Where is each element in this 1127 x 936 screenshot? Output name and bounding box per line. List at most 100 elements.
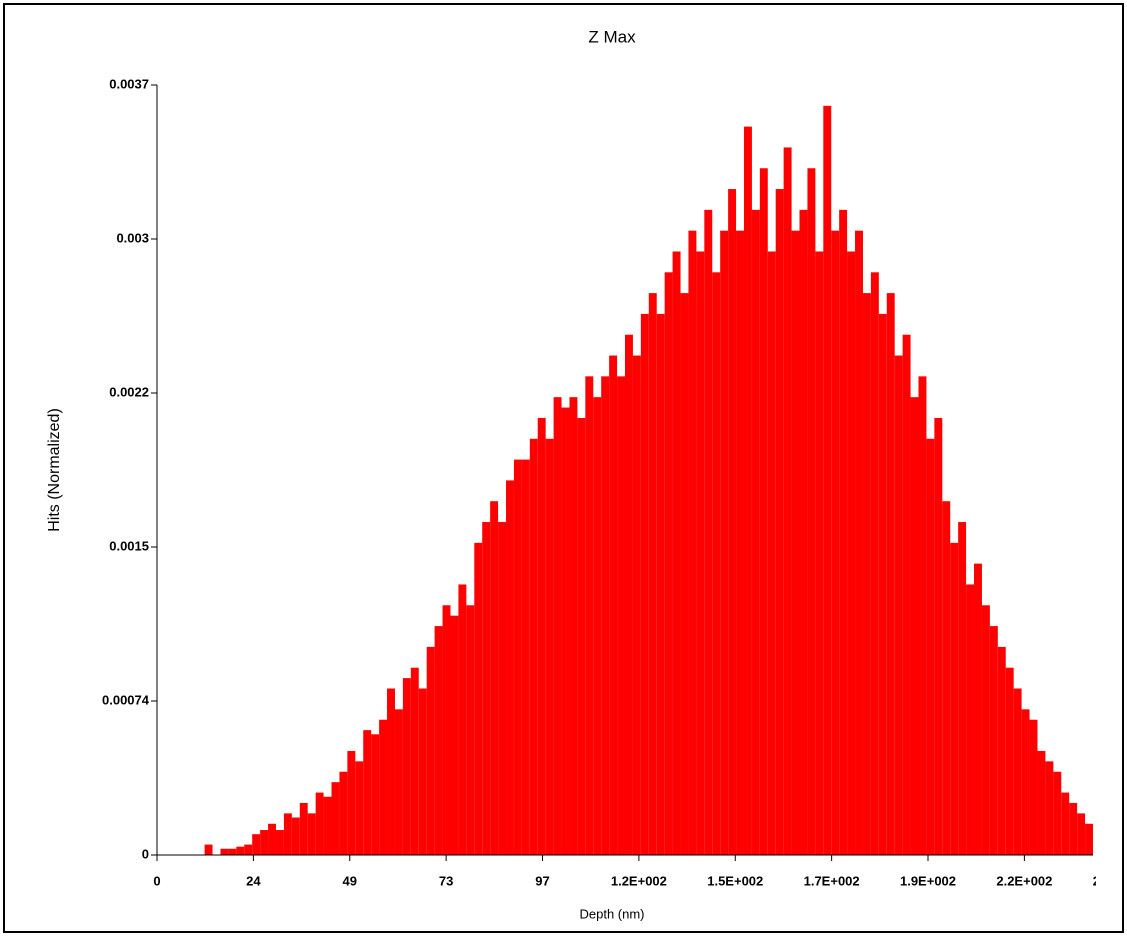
bar xyxy=(736,230,744,856)
bar xyxy=(966,584,975,855)
bar xyxy=(688,230,697,856)
y-tick-label: 0.0022 xyxy=(109,384,149,399)
bar xyxy=(601,376,610,855)
bar xyxy=(902,334,911,855)
bar xyxy=(1077,813,1086,855)
bar xyxy=(482,522,491,855)
bar xyxy=(855,230,863,856)
bar xyxy=(870,272,879,855)
x-tick-label: 73 xyxy=(439,873,453,888)
bar xyxy=(498,522,507,855)
x-tick-label: 24 xyxy=(246,873,261,888)
bar xyxy=(609,355,618,855)
bar xyxy=(831,230,840,856)
bar xyxy=(751,209,760,855)
bar xyxy=(513,459,522,855)
bar xyxy=(878,313,887,855)
x-tick-label: 1.5E+002 xyxy=(707,873,763,888)
bar xyxy=(426,646,435,855)
y-axis-label: Hits (Normalized) xyxy=(46,408,63,532)
bar xyxy=(934,417,943,855)
bar xyxy=(387,688,395,855)
bars xyxy=(204,105,1093,856)
x-tick-label: 97 xyxy=(535,873,549,888)
bar xyxy=(529,438,538,855)
bar xyxy=(712,272,721,855)
x-tick-label: 1.9E+002 xyxy=(900,873,956,888)
bar xyxy=(625,334,633,855)
bar xyxy=(347,750,356,855)
bar xyxy=(775,189,784,855)
bar xyxy=(1005,667,1014,855)
bar xyxy=(632,355,641,855)
bar xyxy=(1037,750,1046,855)
bar xyxy=(950,542,959,855)
bar xyxy=(783,147,792,855)
bar xyxy=(410,667,419,855)
y-tick-label: 0 xyxy=(142,846,149,861)
bar xyxy=(664,272,673,855)
bar xyxy=(648,293,657,855)
y-tick-label: 0.0015 xyxy=(109,538,149,553)
bar xyxy=(974,563,982,855)
x-tick-label: 1.2E+002 xyxy=(611,873,667,888)
bar xyxy=(474,542,483,855)
bar xyxy=(640,313,649,855)
bar xyxy=(989,626,998,855)
bar xyxy=(339,771,348,855)
bar xyxy=(291,817,300,855)
bar xyxy=(490,501,499,855)
bar xyxy=(926,438,935,855)
x-tick-label: 0 xyxy=(153,873,160,888)
y-tick-label: 0.0037 xyxy=(109,76,149,91)
bar xyxy=(807,168,816,856)
bar xyxy=(791,230,800,856)
bar xyxy=(323,796,332,855)
bar xyxy=(981,605,990,855)
bar xyxy=(1069,802,1078,855)
bar xyxy=(228,848,237,855)
bar xyxy=(743,126,752,855)
bar xyxy=(728,189,737,855)
bar xyxy=(275,830,284,855)
bar xyxy=(283,813,292,855)
bar xyxy=(379,719,388,855)
x-tick-label: 49 xyxy=(343,873,357,888)
bar xyxy=(680,293,689,855)
bar xyxy=(466,605,475,855)
x-ticks: 0 24 49 73 97 1.2E+002 1.5E+002 1.7E+002 1.9E+00… xyxy=(153,855,1096,888)
bar xyxy=(1029,719,1038,855)
bar xyxy=(720,230,729,856)
bar xyxy=(553,397,562,855)
bar xyxy=(1085,823,1093,855)
bar xyxy=(759,168,768,856)
bar xyxy=(656,313,665,855)
bar xyxy=(521,459,530,855)
bar xyxy=(569,397,578,855)
x-tick-label: 2.2E+002 xyxy=(996,873,1052,888)
bar xyxy=(355,761,364,855)
bar xyxy=(299,802,308,855)
bar xyxy=(371,734,380,855)
y-tick-label: 0.00074 xyxy=(102,692,150,707)
bar xyxy=(617,376,625,855)
bar xyxy=(1013,688,1022,855)
x-axis-label: Depth (nm) xyxy=(579,906,644,921)
bar xyxy=(331,782,340,855)
bar xyxy=(442,605,451,855)
bar xyxy=(315,792,324,855)
bar xyxy=(767,251,776,856)
bar xyxy=(910,397,919,855)
bar xyxy=(418,688,427,855)
bar xyxy=(260,830,269,855)
bar xyxy=(1061,792,1070,855)
bar xyxy=(815,251,824,856)
bar xyxy=(204,844,213,855)
chart-title: Z Max xyxy=(588,27,636,46)
x-tick-label: 1.7E+002 xyxy=(804,873,860,888)
bar xyxy=(593,397,602,855)
bar xyxy=(244,844,253,855)
bar xyxy=(434,626,443,855)
bar xyxy=(886,293,895,855)
